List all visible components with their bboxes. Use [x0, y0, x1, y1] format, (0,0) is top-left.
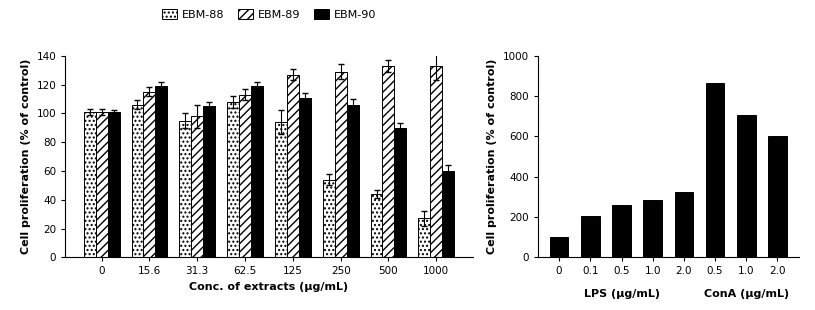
Bar: [287, 74, 299, 257]
Bar: [430, 66, 443, 257]
Bar: [737, 115, 756, 257]
Bar: [95, 112, 108, 257]
Bar: [108, 112, 120, 257]
Bar: [581, 216, 600, 257]
Bar: [346, 105, 359, 257]
Text: ConA (μg/mL): ConA (μg/mL): [703, 289, 789, 299]
Legend: EBM-88, EBM-89, EBM-90: EBM-88, EBM-89, EBM-90: [157, 5, 381, 24]
Y-axis label: Cell proliferation (% of control): Cell proliferation (% of control): [21, 59, 31, 254]
Bar: [706, 83, 725, 257]
Bar: [550, 237, 569, 257]
Bar: [251, 86, 263, 257]
Bar: [156, 86, 167, 257]
Bar: [371, 194, 382, 257]
Bar: [335, 72, 346, 257]
Bar: [394, 128, 407, 257]
Bar: [192, 116, 203, 257]
Bar: [418, 219, 430, 257]
Bar: [227, 102, 239, 257]
Bar: [382, 66, 394, 257]
Bar: [643, 200, 662, 257]
Bar: [131, 105, 143, 257]
Bar: [179, 121, 192, 257]
X-axis label: Conc. of extracts (μg/mL): Conc. of extracts (μg/mL): [189, 282, 349, 292]
Bar: [203, 106, 215, 257]
Text: LPS (μg/mL): LPS (μg/mL): [584, 289, 659, 299]
Bar: [443, 171, 454, 257]
Bar: [275, 122, 287, 257]
Bar: [299, 98, 311, 257]
Bar: [323, 179, 335, 257]
Bar: [143, 92, 156, 257]
Bar: [239, 95, 251, 257]
Y-axis label: Cell proliferation (% of control): Cell proliferation (% of control): [487, 59, 497, 254]
Bar: [768, 136, 786, 257]
Bar: [612, 205, 631, 257]
Bar: [675, 192, 694, 257]
Bar: [84, 112, 95, 257]
